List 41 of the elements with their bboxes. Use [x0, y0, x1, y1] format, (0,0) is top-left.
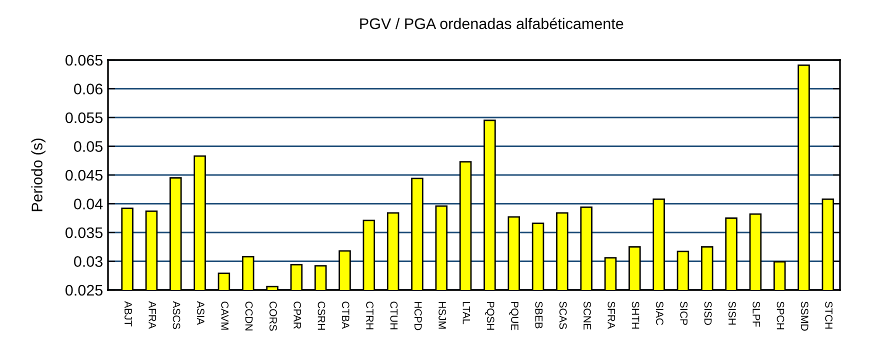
y-tick-label: 0.045 — [66, 170, 102, 181]
x-tick-label: CTUH — [390, 302, 398, 330]
x-tick-label: PQUE — [509, 302, 518, 330]
x-tick-label: CTBA — [342, 302, 350, 329]
x-tick-label: CSRH — [318, 302, 326, 330]
x-tick-label: HCPD — [414, 302, 422, 330]
x-tick-label: CCDN — [245, 302, 253, 330]
x-tick-label: HSJM — [438, 302, 446, 329]
x-tick-label: SLPF — [752, 302, 760, 327]
chart-title: PGV / PGA ordenadas alfabéticamente — [360, 18, 624, 30]
y-tick-label: 0.035 — [66, 227, 102, 238]
x-tick-label: SFRA — [608, 302, 616, 329]
y-tick-label: 0.06 — [74, 84, 102, 94]
x-tick-label: SBEB — [535, 302, 543, 328]
x-tick-label: SISH — [728, 302, 736, 325]
y-tick-label: 0.04 — [74, 198, 103, 210]
x-tick-label: PQSH — [485, 302, 494, 330]
x-tick-label: CAVM — [221, 302, 229, 330]
y-tick-label: 0.025 — [66, 284, 102, 296]
x-tick-label: SIAC — [656, 302, 664, 326]
x-tick-label: AFRA — [148, 301, 156, 329]
x-tick-label: SISD — [704, 302, 712, 325]
x-tick-label: CPAR — [294, 302, 302, 329]
y-tick-label: 0.03 — [74, 256, 102, 267]
x-tick-label: SCAS — [559, 302, 567, 329]
x-tick-label: SPCH — [776, 302, 784, 330]
x-tick-label: STCH — [825, 302, 832, 329]
x-tick-label: SSMD — [800, 302, 808, 331]
x-tick-label: CTRH — [366, 302, 374, 330]
y-tick-label: 0.055 — [66, 112, 102, 124]
x-tick-label: CORS — [269, 302, 277, 331]
y-tick-label: 0.05 — [74, 141, 102, 152]
y-axis-title: Periodo (s) — [31, 138, 46, 212]
x-tick-label: SICP — [680, 302, 688, 325]
x-tick-label: ASCS — [172, 301, 180, 329]
x-tick-label: ASIA — [197, 301, 204, 325]
x-tick-label: SHTH — [632, 302, 640, 329]
x-tick-label: ABJT — [124, 301, 132, 326]
x-tick-label: LTAL — [462, 302, 470, 324]
x-tick-label: SCNE — [584, 302, 591, 330]
y-tick-label: 0.065 — [66, 54, 102, 66]
